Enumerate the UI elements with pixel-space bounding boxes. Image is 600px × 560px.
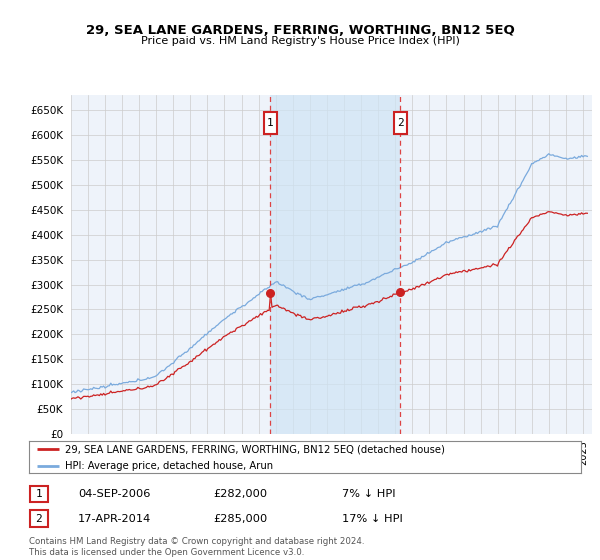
Text: 29, SEA LANE GARDENS, FERRING, WORTHING, BN12 5EQ: 29, SEA LANE GARDENS, FERRING, WORTHING,… — [86, 24, 514, 36]
Text: 2: 2 — [397, 118, 404, 128]
Text: 17-APR-2014: 17-APR-2014 — [78, 514, 151, 524]
Text: 7% ↓ HPI: 7% ↓ HPI — [342, 489, 395, 499]
Text: 1: 1 — [35, 489, 43, 499]
Bar — [270, 95, 400, 434]
Text: 2: 2 — [35, 514, 43, 524]
Text: 1: 1 — [266, 118, 274, 128]
Text: HPI: Average price, detached house, Arun: HPI: Average price, detached house, Arun — [65, 461, 273, 471]
Bar — [263, 111, 277, 134]
Text: 04-SEP-2006: 04-SEP-2006 — [78, 489, 151, 499]
Text: 29, SEA LANE GARDENS, FERRING, WORTHING, BN12 5EQ (detached house): 29, SEA LANE GARDENS, FERRING, WORTHING,… — [65, 445, 445, 455]
Text: Price paid vs. HM Land Registry's House Price Index (HPI): Price paid vs. HM Land Registry's House … — [140, 36, 460, 46]
Text: £282,000: £282,000 — [213, 489, 267, 499]
Text: £285,000: £285,000 — [213, 514, 267, 524]
Bar — [394, 111, 407, 134]
Text: 17% ↓ HPI: 17% ↓ HPI — [342, 514, 403, 524]
Text: This data is licensed under the Open Government Licence v3.0.: This data is licensed under the Open Gov… — [29, 548, 304, 557]
Text: Contains HM Land Registry data © Crown copyright and database right 2024.: Contains HM Land Registry data © Crown c… — [29, 537, 364, 546]
